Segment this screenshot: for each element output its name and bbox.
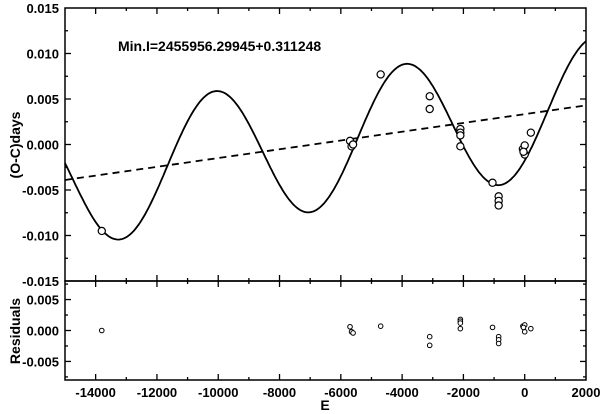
cyclic-fit-curve xyxy=(64,40,587,241)
x-tick-label: -10000 xyxy=(198,385,238,400)
x-tick-label: -4000 xyxy=(385,385,418,400)
x-tick-label: -6000 xyxy=(324,385,357,400)
residuals-panel: 0.005 0.000 -0.005 -14000 -12000 -10000 -8000 -… xyxy=(22,280,600,400)
residual-data-point xyxy=(457,320,464,326)
x-axis-title: E xyxy=(320,397,329,413)
residual-data-point xyxy=(495,340,502,347)
y-axis-title-residuals: Residuals xyxy=(7,298,23,364)
oc-data-point xyxy=(97,226,106,236)
y-tick-label: -0.005 xyxy=(22,354,59,369)
oc-data-point xyxy=(425,92,434,101)
x-tick-label: -14000 xyxy=(75,385,115,400)
ephemeris-annotation: Min.I=2455956.29945+0.311248 xyxy=(118,38,321,54)
y-axis-title-oc: (O-C)days xyxy=(7,111,23,178)
residual-data-point xyxy=(528,325,534,332)
x-tick-label: 2000 xyxy=(572,385,600,400)
oc-data-point xyxy=(494,201,503,210)
oc-data-point xyxy=(348,140,358,149)
y-tick-label: 0.000 xyxy=(26,324,59,339)
y-tick-label: 0.010 xyxy=(26,47,59,62)
oc-data-point xyxy=(526,128,536,137)
plot-frame xyxy=(64,280,587,381)
y-tick-label: 0.015 xyxy=(26,1,59,16)
y-tick-label: 0.000 xyxy=(26,138,59,153)
residual-data-point xyxy=(489,324,496,331)
x-tick-label: -8000 xyxy=(263,385,296,400)
residual-data-point xyxy=(520,324,527,331)
residual-data-point xyxy=(347,323,353,330)
residual-data-point xyxy=(426,342,433,349)
x-tick-label: 0 xyxy=(521,385,528,400)
y-tick-label: 0.005 xyxy=(26,92,59,107)
oc-data-point xyxy=(488,178,497,187)
x-tick-label: -2000 xyxy=(447,385,480,400)
oc-data-point xyxy=(519,147,528,156)
residual-data-point xyxy=(98,327,105,334)
y-tick-label: -0.005 xyxy=(22,183,59,198)
oc-data-point xyxy=(456,131,465,140)
y-tick-label: -0.010 xyxy=(22,229,59,244)
residual-data-point xyxy=(350,330,356,336)
linear-trend-line xyxy=(64,104,587,181)
residual-data-point xyxy=(377,323,384,329)
y-tick-label: 0.005 xyxy=(26,293,59,308)
x-tick-label: -12000 xyxy=(137,385,177,400)
y-tick-label: -0.015 xyxy=(22,274,59,289)
oc-data-point xyxy=(376,70,385,79)
oc-data-point xyxy=(456,142,465,151)
oc-data-point xyxy=(425,104,434,114)
residual-data-point xyxy=(457,325,464,332)
residual-data-point xyxy=(426,333,433,340)
